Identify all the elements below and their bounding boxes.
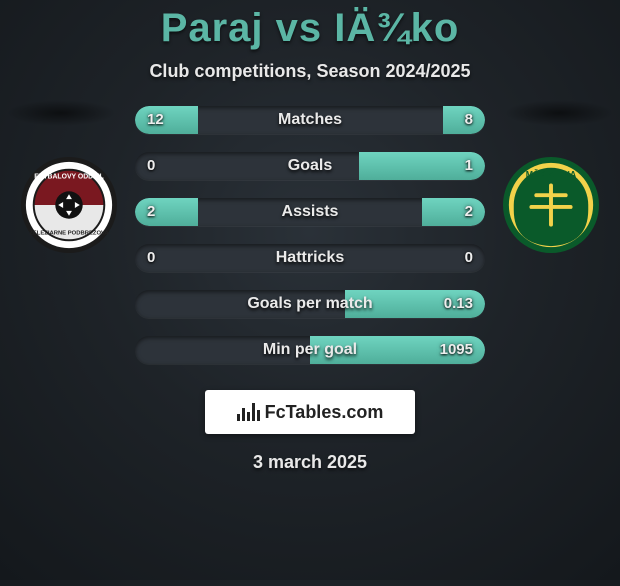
crest-shadow-right: [504, 100, 614, 126]
team-crest-left: FUTBALOVY ODDIEL ZELEZIARNE PODBREZOVA: [20, 156, 118, 254]
zilina-crest-icon: MŠK ŽILINA: [502, 156, 600, 254]
fctables-label: FcTables.com: [265, 402, 384, 423]
subtitle: Club competitions, Season 2024/2025: [0, 61, 620, 82]
stat-bar-goals-per-match: 0.13Goals per match: [135, 290, 485, 318]
comparison-content: FUTBALOVY ODDIEL ZELEZIARNE PODBREZOVA M…: [0, 106, 620, 364]
stat-bar-min-per-goal: 1095Min per goal: [135, 336, 485, 364]
page-title: Paraj vs IÄ¾ko: [0, 6, 620, 51]
bar-label: Goals per match: [135, 290, 485, 318]
stat-bar-goals: 01Goals: [135, 152, 485, 180]
stat-bar-matches: 128Matches: [135, 106, 485, 134]
crest-shadow-left: [6, 100, 116, 126]
svg-text:MŠK ŽILINA: MŠK ŽILINA: [526, 169, 577, 180]
bar-label: Min per goal: [135, 336, 485, 364]
stat-bar-assists: 22Assists: [135, 198, 485, 226]
svg-text:FUTBALOVY ODDIEL: FUTBALOVY ODDIEL: [34, 174, 104, 181]
stat-bar-hattricks: 00Hattricks: [135, 244, 485, 272]
bar-chart-icon: [237, 403, 260, 421]
date-label: 3 march 2025: [0, 452, 620, 473]
team-crest-right: MŠK ŽILINA: [502, 156, 600, 254]
fctables-badge[interactable]: FcTables.com: [205, 390, 415, 434]
svg-text:ZELEZIARNE PODBREZOVA: ZELEZIARNE PODBREZOVA: [29, 230, 109, 236]
bar-label: Goals: [135, 152, 485, 180]
bar-label: Matches: [135, 106, 485, 134]
podbrezova-crest-icon: FUTBALOVY ODDIEL ZELEZIARNE PODBREZOVA: [20, 156, 118, 254]
bar-label: Assists: [135, 198, 485, 226]
stat-bars: 128Matches 01Goals 22Assists 00Hattricks 0.1…: [135, 106, 485, 364]
bar-label: Hattricks: [135, 244, 485, 272]
